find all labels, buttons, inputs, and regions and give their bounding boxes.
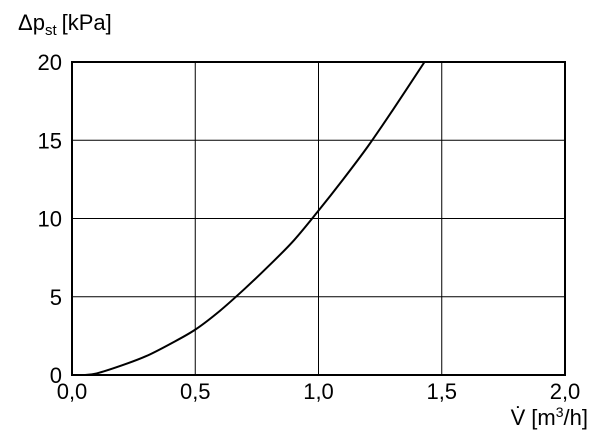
y-tick-label: 15: [38, 128, 62, 153]
y-tick-label: 10: [38, 207, 62, 232]
x-tick-label: 0,5: [180, 379, 211, 404]
x-axis-title-unit-suffix: /h]: [564, 405, 588, 430]
y-axis-title-unit: [kPa]: [62, 10, 112, 35]
y-axis-title: Δpst [kPa]: [18, 10, 112, 39]
y-axis: 0 5 10 15 20: [38, 50, 62, 388]
x-axis-title-symbol: V̇: [511, 405, 526, 430]
y-axis-title-prefix: Δp: [18, 10, 45, 35]
x-tick-label: 2,0: [550, 379, 581, 404]
x-tick-label: 1,0: [303, 379, 334, 404]
series-line: [84, 61, 426, 376]
plot-frame: [71, 61, 566, 376]
x-tick-label: 0,0: [57, 379, 88, 404]
x-axis-title-unit-superscript: 3: [556, 404, 564, 420]
x-axis: 0,0 0,5 1,0 1,5 2,0: [57, 379, 581, 404]
y-tick-label: 5: [50, 285, 62, 310]
grid: [72, 62, 565, 375]
y-tick-label: 0: [50, 363, 62, 388]
x-axis-title-unit-prefix: [m: [531, 405, 555, 430]
x-tick-label: 1,5: [426, 379, 457, 404]
x-axis-title: V̇ [m3/h]: [511, 404, 588, 430]
y-axis-title-subscript: st: [45, 22, 58, 39]
y-tick-label: 20: [38, 50, 62, 75]
